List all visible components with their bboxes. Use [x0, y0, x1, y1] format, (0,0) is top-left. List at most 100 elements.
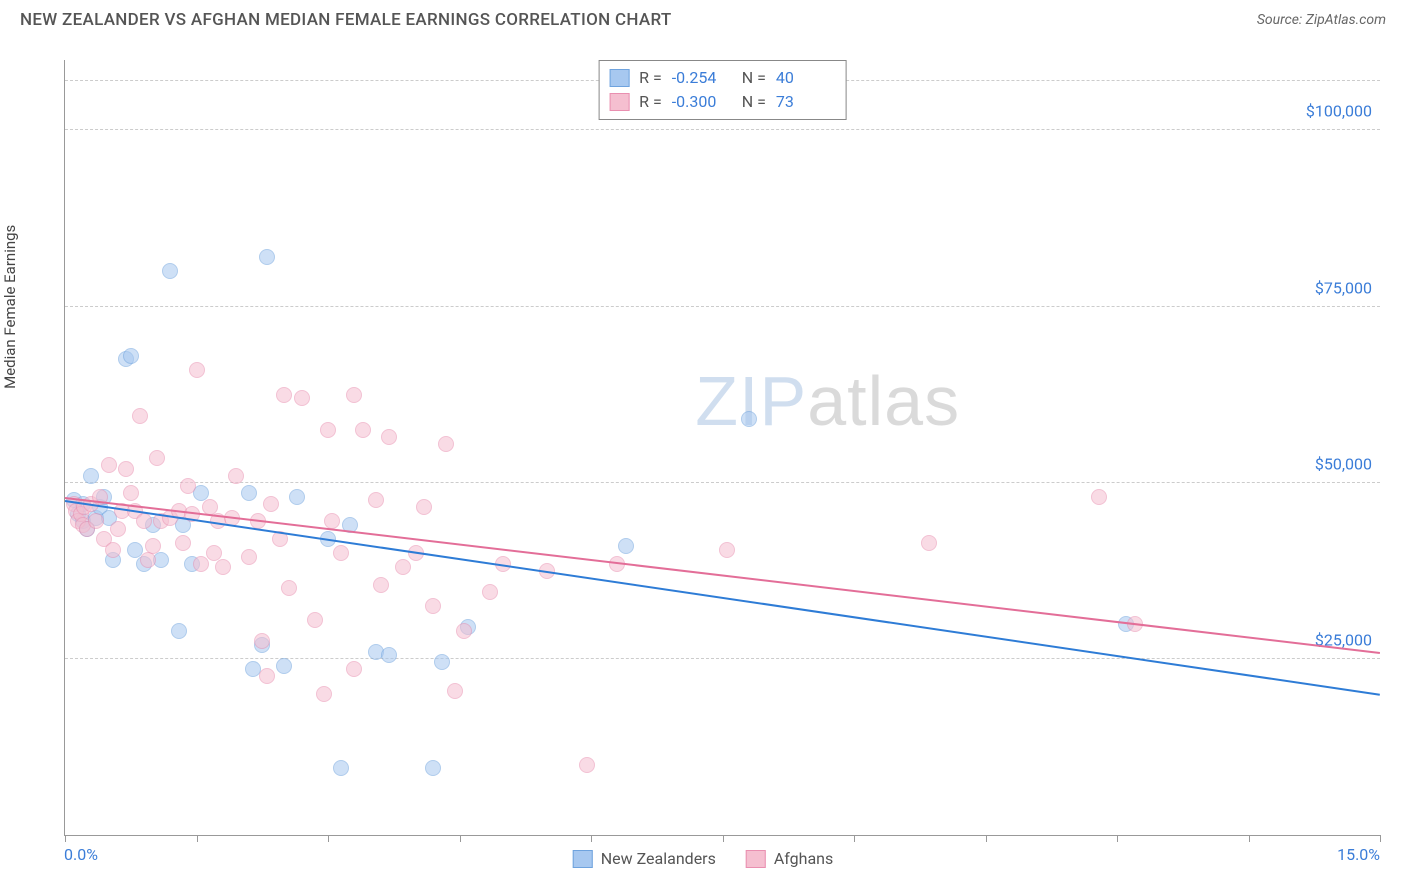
chart-title: NEW ZEALANDER VS AFGHAN MEDIAN FEMALE EA… — [20, 10, 672, 30]
swatch-af — [746, 850, 766, 868]
data-point — [118, 461, 134, 477]
r-label: R = — [639, 66, 662, 90]
x-tick — [1117, 835, 1118, 842]
x-tick — [460, 835, 461, 842]
series-name-nz: New Zealanders — [601, 849, 716, 868]
data-point — [123, 485, 139, 501]
data-point — [140, 552, 156, 568]
x-tick — [328, 835, 329, 842]
legend-item-af: Afghans — [746, 849, 833, 868]
n-value-af: 73 — [776, 90, 836, 114]
data-point — [482, 584, 498, 600]
gridline — [65, 658, 1380, 659]
data-point — [193, 556, 209, 572]
data-point — [618, 538, 634, 554]
chart-source: Source: ZipAtlas.com — [1257, 12, 1386, 28]
data-point — [254, 633, 270, 649]
data-point — [307, 612, 323, 628]
data-point — [381, 429, 397, 445]
data-point — [579, 757, 595, 773]
data-point — [132, 408, 148, 424]
trend-line — [65, 500, 1380, 696]
data-point — [355, 422, 371, 438]
x-tick — [986, 835, 987, 842]
legend-row-af: R = -0.300 N = 73 — [609, 90, 836, 114]
data-point — [171, 623, 187, 639]
data-point — [145, 538, 161, 554]
correlation-legend: R = -0.254 N = 40 R = -0.300 N = 73 — [598, 60, 847, 120]
data-point — [719, 542, 735, 558]
watermark-zip: ZIP — [695, 362, 807, 440]
data-point — [123, 348, 139, 364]
data-point — [316, 686, 332, 702]
x-tick — [65, 835, 66, 842]
data-point — [346, 387, 362, 403]
x-tick — [723, 835, 724, 842]
x-tick-label: 15.0% — [1337, 845, 1380, 864]
legend-item-nz: New Zealanders — [573, 849, 716, 868]
data-point — [215, 559, 231, 575]
data-point — [368, 492, 384, 508]
watermark: ZIPatlas — [695, 361, 960, 441]
x-tick — [197, 835, 198, 842]
data-point — [281, 580, 297, 596]
data-point — [294, 390, 310, 406]
data-point — [259, 249, 275, 265]
n-value-nz: 40 — [776, 66, 836, 90]
swatch-nz — [609, 69, 629, 87]
data-point — [456, 623, 472, 639]
data-point — [921, 535, 937, 551]
data-point — [276, 387, 292, 403]
x-tick-label: 0.0% — [64, 845, 98, 864]
series-legend: New Zealanders Afghans — [573, 849, 834, 868]
r-value-nz: -0.254 — [672, 66, 732, 90]
data-point — [189, 362, 205, 378]
data-point — [175, 535, 191, 551]
plot-area: ZIPatlas R = -0.254 N = 40 R = -0.300 N … — [64, 60, 1380, 836]
data-point — [88, 513, 104, 529]
y-axis-label: Median Female Earnings — [1, 225, 19, 389]
plot-wrapper: Median Female Earnings ZIPatlas R = -0.2… — [20, 42, 1386, 882]
r-value-af: -0.300 — [672, 90, 732, 114]
swatch-nz — [573, 850, 593, 868]
watermark-atlas: atlas — [807, 362, 960, 440]
data-point — [101, 457, 117, 473]
swatch-af — [609, 93, 629, 111]
y-tick-label: $75,000 — [1315, 278, 1372, 297]
data-point — [180, 478, 196, 494]
data-point — [381, 647, 397, 663]
data-point — [241, 549, 257, 565]
data-point — [447, 683, 463, 699]
x-tick — [591, 835, 592, 842]
data-point — [320, 422, 336, 438]
gridline — [65, 482, 1380, 483]
y-tick-label: $50,000 — [1315, 454, 1372, 473]
gridline — [65, 306, 1380, 307]
data-point — [276, 658, 292, 674]
n-label: N = — [742, 66, 766, 90]
data-point — [425, 598, 441, 614]
data-point — [395, 559, 411, 575]
data-point — [228, 468, 244, 484]
x-tick — [1380, 835, 1381, 842]
data-point — [438, 436, 454, 452]
data-point — [425, 760, 441, 776]
legend-row-nz: R = -0.254 N = 40 — [609, 66, 836, 90]
r-label: R = — [639, 90, 662, 114]
data-point — [333, 545, 349, 561]
trend-line — [65, 497, 1380, 654]
x-tick — [854, 835, 855, 842]
data-point — [149, 450, 165, 466]
data-point — [136, 513, 152, 529]
data-point — [289, 489, 305, 505]
source-prefix: Source: — [1257, 12, 1306, 28]
chart-header: NEW ZEALANDER VS AFGHAN MEDIAN FEMALE EA… — [0, 0, 1406, 36]
data-point — [241, 485, 257, 501]
data-point — [373, 577, 389, 593]
x-tick — [1249, 835, 1250, 842]
gridline — [65, 129, 1380, 130]
data-point — [259, 668, 275, 684]
data-point — [162, 263, 178, 279]
series-name-af: Afghans — [774, 849, 833, 868]
data-point — [110, 521, 126, 537]
